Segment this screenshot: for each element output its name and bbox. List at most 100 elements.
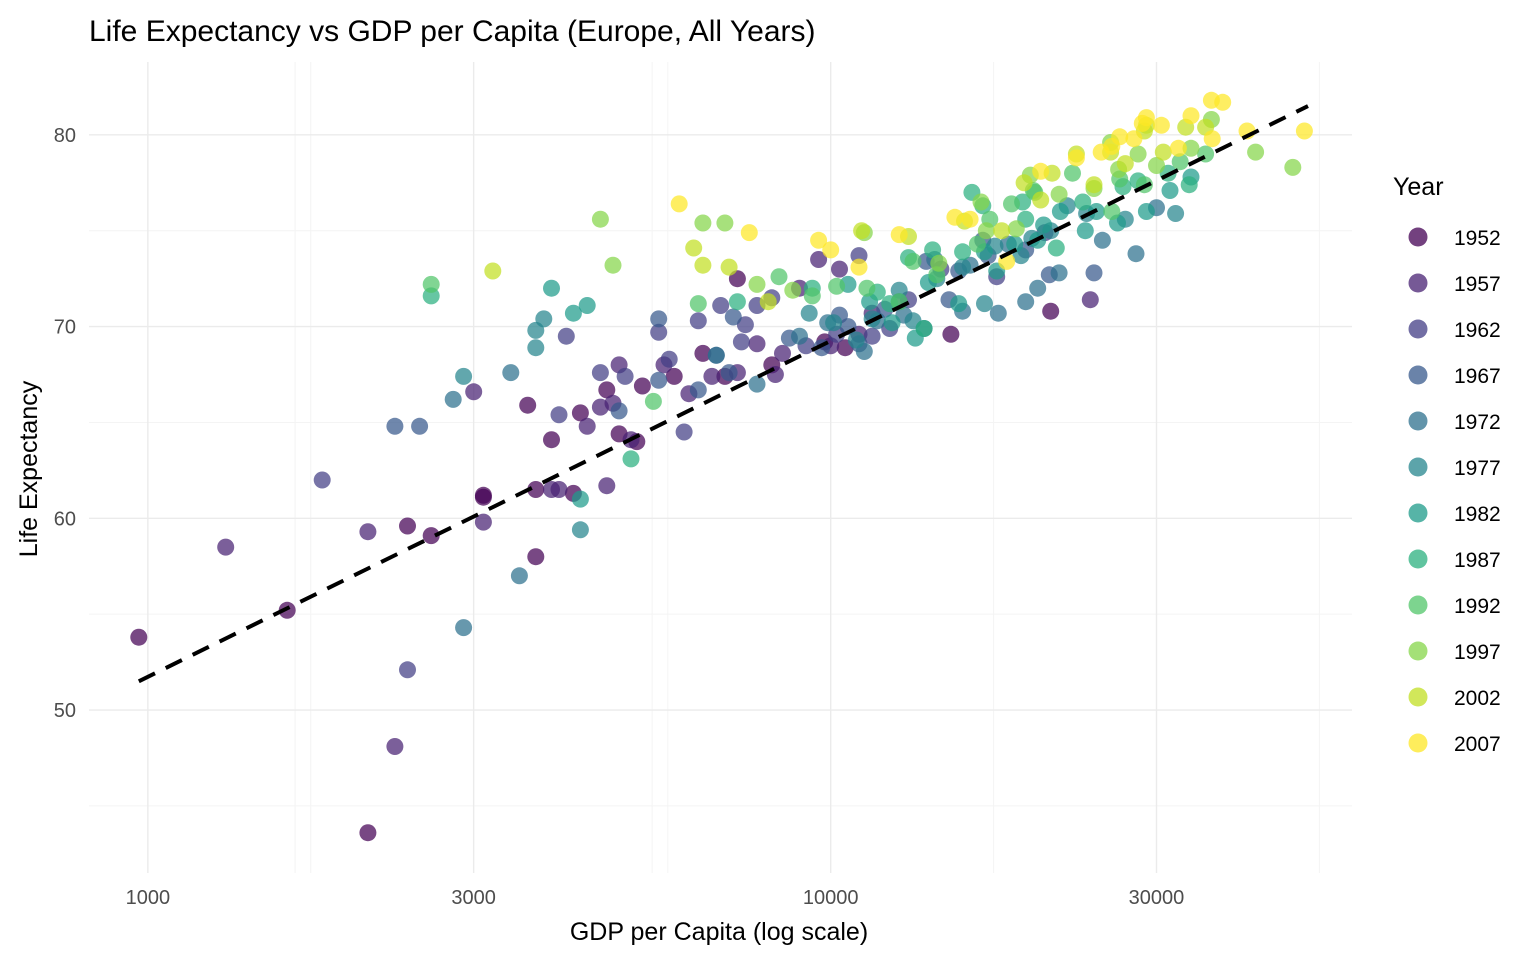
data-point-1987 xyxy=(915,320,933,337)
data-point-1987 xyxy=(1074,193,1092,211)
legend-key-1957 xyxy=(1408,273,1428,293)
legend-key-1972 xyxy=(1408,411,1428,431)
data-point-2002 xyxy=(853,222,871,240)
data-point-1967 xyxy=(610,402,628,420)
data-point-2007 xyxy=(1152,116,1170,134)
legend-title: Year xyxy=(1393,173,1444,201)
data-point-1992 xyxy=(1003,195,1020,213)
data-point-2007 xyxy=(1111,128,1129,146)
data-point-1957 xyxy=(591,398,609,416)
legend-key-1987 xyxy=(1408,549,1428,569)
y-axis-title: Life Expectancy xyxy=(15,380,43,557)
data-point-1952 xyxy=(519,396,537,414)
data-point-1962 xyxy=(557,327,575,345)
data-point-2002 xyxy=(759,293,777,311)
scatter-points xyxy=(130,91,1313,842)
data-point-1982 xyxy=(1137,203,1155,220)
data-point-1977 xyxy=(800,304,818,322)
data-point-1992 xyxy=(1171,153,1189,171)
data-point-1962 xyxy=(863,327,881,345)
legend-key-1982 xyxy=(1408,503,1428,523)
data-point-1972 xyxy=(989,304,1007,322)
data-point-1962 xyxy=(313,471,331,489)
legend-label: 2007 xyxy=(1454,733,1501,756)
data-point-1972 xyxy=(502,364,520,382)
data-point-1982 xyxy=(543,279,560,297)
data-point-1952 xyxy=(571,404,589,422)
data-point-1977 xyxy=(455,367,473,385)
data-point-2002 xyxy=(1032,191,1050,209)
data-point-2007 xyxy=(1182,107,1200,125)
x-tick-label: 3000 xyxy=(451,887,496,909)
data-point-2007 xyxy=(1214,93,1232,111)
data-point-1972 xyxy=(1017,293,1035,311)
data-point-2007 xyxy=(1032,162,1050,180)
data-point-1967 xyxy=(411,417,429,435)
data-point-1982 xyxy=(1076,222,1094,240)
data-point-1962 xyxy=(689,312,707,330)
data-point-1997 xyxy=(591,210,609,228)
legend-label: 1992 xyxy=(1454,595,1501,618)
legend-label: 1997 xyxy=(1454,641,1501,664)
data-point-2007 xyxy=(1125,130,1143,148)
data-point-1972 xyxy=(1127,245,1145,263)
data-point-1977 xyxy=(535,310,553,328)
data-point-1972 xyxy=(444,390,462,408)
data-point-1952 xyxy=(474,488,492,506)
data-point-1967 xyxy=(650,371,668,389)
data-point-2007 xyxy=(670,195,688,213)
y-tick-label: 80 xyxy=(54,125,76,147)
data-point-1972 xyxy=(707,346,725,364)
data-point-1962 xyxy=(616,367,634,385)
data-point-1997 xyxy=(694,214,712,232)
data-point-1997 xyxy=(748,275,766,293)
data-point-1957 xyxy=(465,383,483,401)
data-point-1987 xyxy=(954,243,972,261)
data-point-1957 xyxy=(774,344,791,362)
data-point-1967 xyxy=(724,308,742,326)
data-point-2002 xyxy=(1085,176,1103,194)
x-tick-label: 1000 xyxy=(126,887,171,909)
data-point-1952 xyxy=(1042,302,1060,320)
data-point-2002 xyxy=(685,239,703,257)
data-point-1987 xyxy=(924,241,942,259)
data-point-1992 xyxy=(904,252,922,270)
data-point-1992 xyxy=(770,268,788,286)
data-point-2002 xyxy=(1116,155,1134,173)
legend-label: 1982 xyxy=(1454,503,1501,526)
data-point-1992 xyxy=(858,279,876,297)
data-point-2002 xyxy=(993,222,1011,240)
data-point-1957 xyxy=(1081,291,1099,309)
data-point-1977 xyxy=(976,295,993,313)
y-tick-label: 50 xyxy=(54,700,76,722)
data-point-1972 xyxy=(1093,231,1111,249)
data-point-1962 xyxy=(550,406,568,424)
legend-label: 2002 xyxy=(1454,687,1501,710)
data-point-2002 xyxy=(720,258,738,276)
data-point-1982 xyxy=(578,297,596,314)
data-point-1997 xyxy=(1247,143,1265,161)
data-point-1957 xyxy=(386,738,404,755)
data-point-1977 xyxy=(847,331,865,349)
data-point-1972 xyxy=(1050,264,1068,282)
data-point-1982 xyxy=(1006,235,1024,253)
data-point-1977 xyxy=(571,521,589,539)
data-point-1967 xyxy=(1085,264,1103,282)
data-point-1967 xyxy=(650,310,668,328)
data-point-1972 xyxy=(791,327,808,345)
data-point-1982 xyxy=(950,295,968,313)
chart-title: Life Expectancy vs GDP per Capita (Europ… xyxy=(89,15,816,48)
major-gridlines xyxy=(89,62,1352,873)
data-point-1957 xyxy=(217,538,235,556)
data-point-1997 xyxy=(716,214,734,232)
data-point-1957 xyxy=(703,367,721,385)
data-point-1977 xyxy=(1167,205,1185,222)
data-point-1962 xyxy=(712,297,730,314)
legend-key-2007 xyxy=(1408,733,1428,753)
data-point-2007 xyxy=(1133,114,1151,132)
data-point-1997 xyxy=(1284,158,1302,176)
data-point-1957 xyxy=(766,366,784,383)
data-point-1982 xyxy=(883,314,901,332)
data-point-1962 xyxy=(675,423,693,441)
